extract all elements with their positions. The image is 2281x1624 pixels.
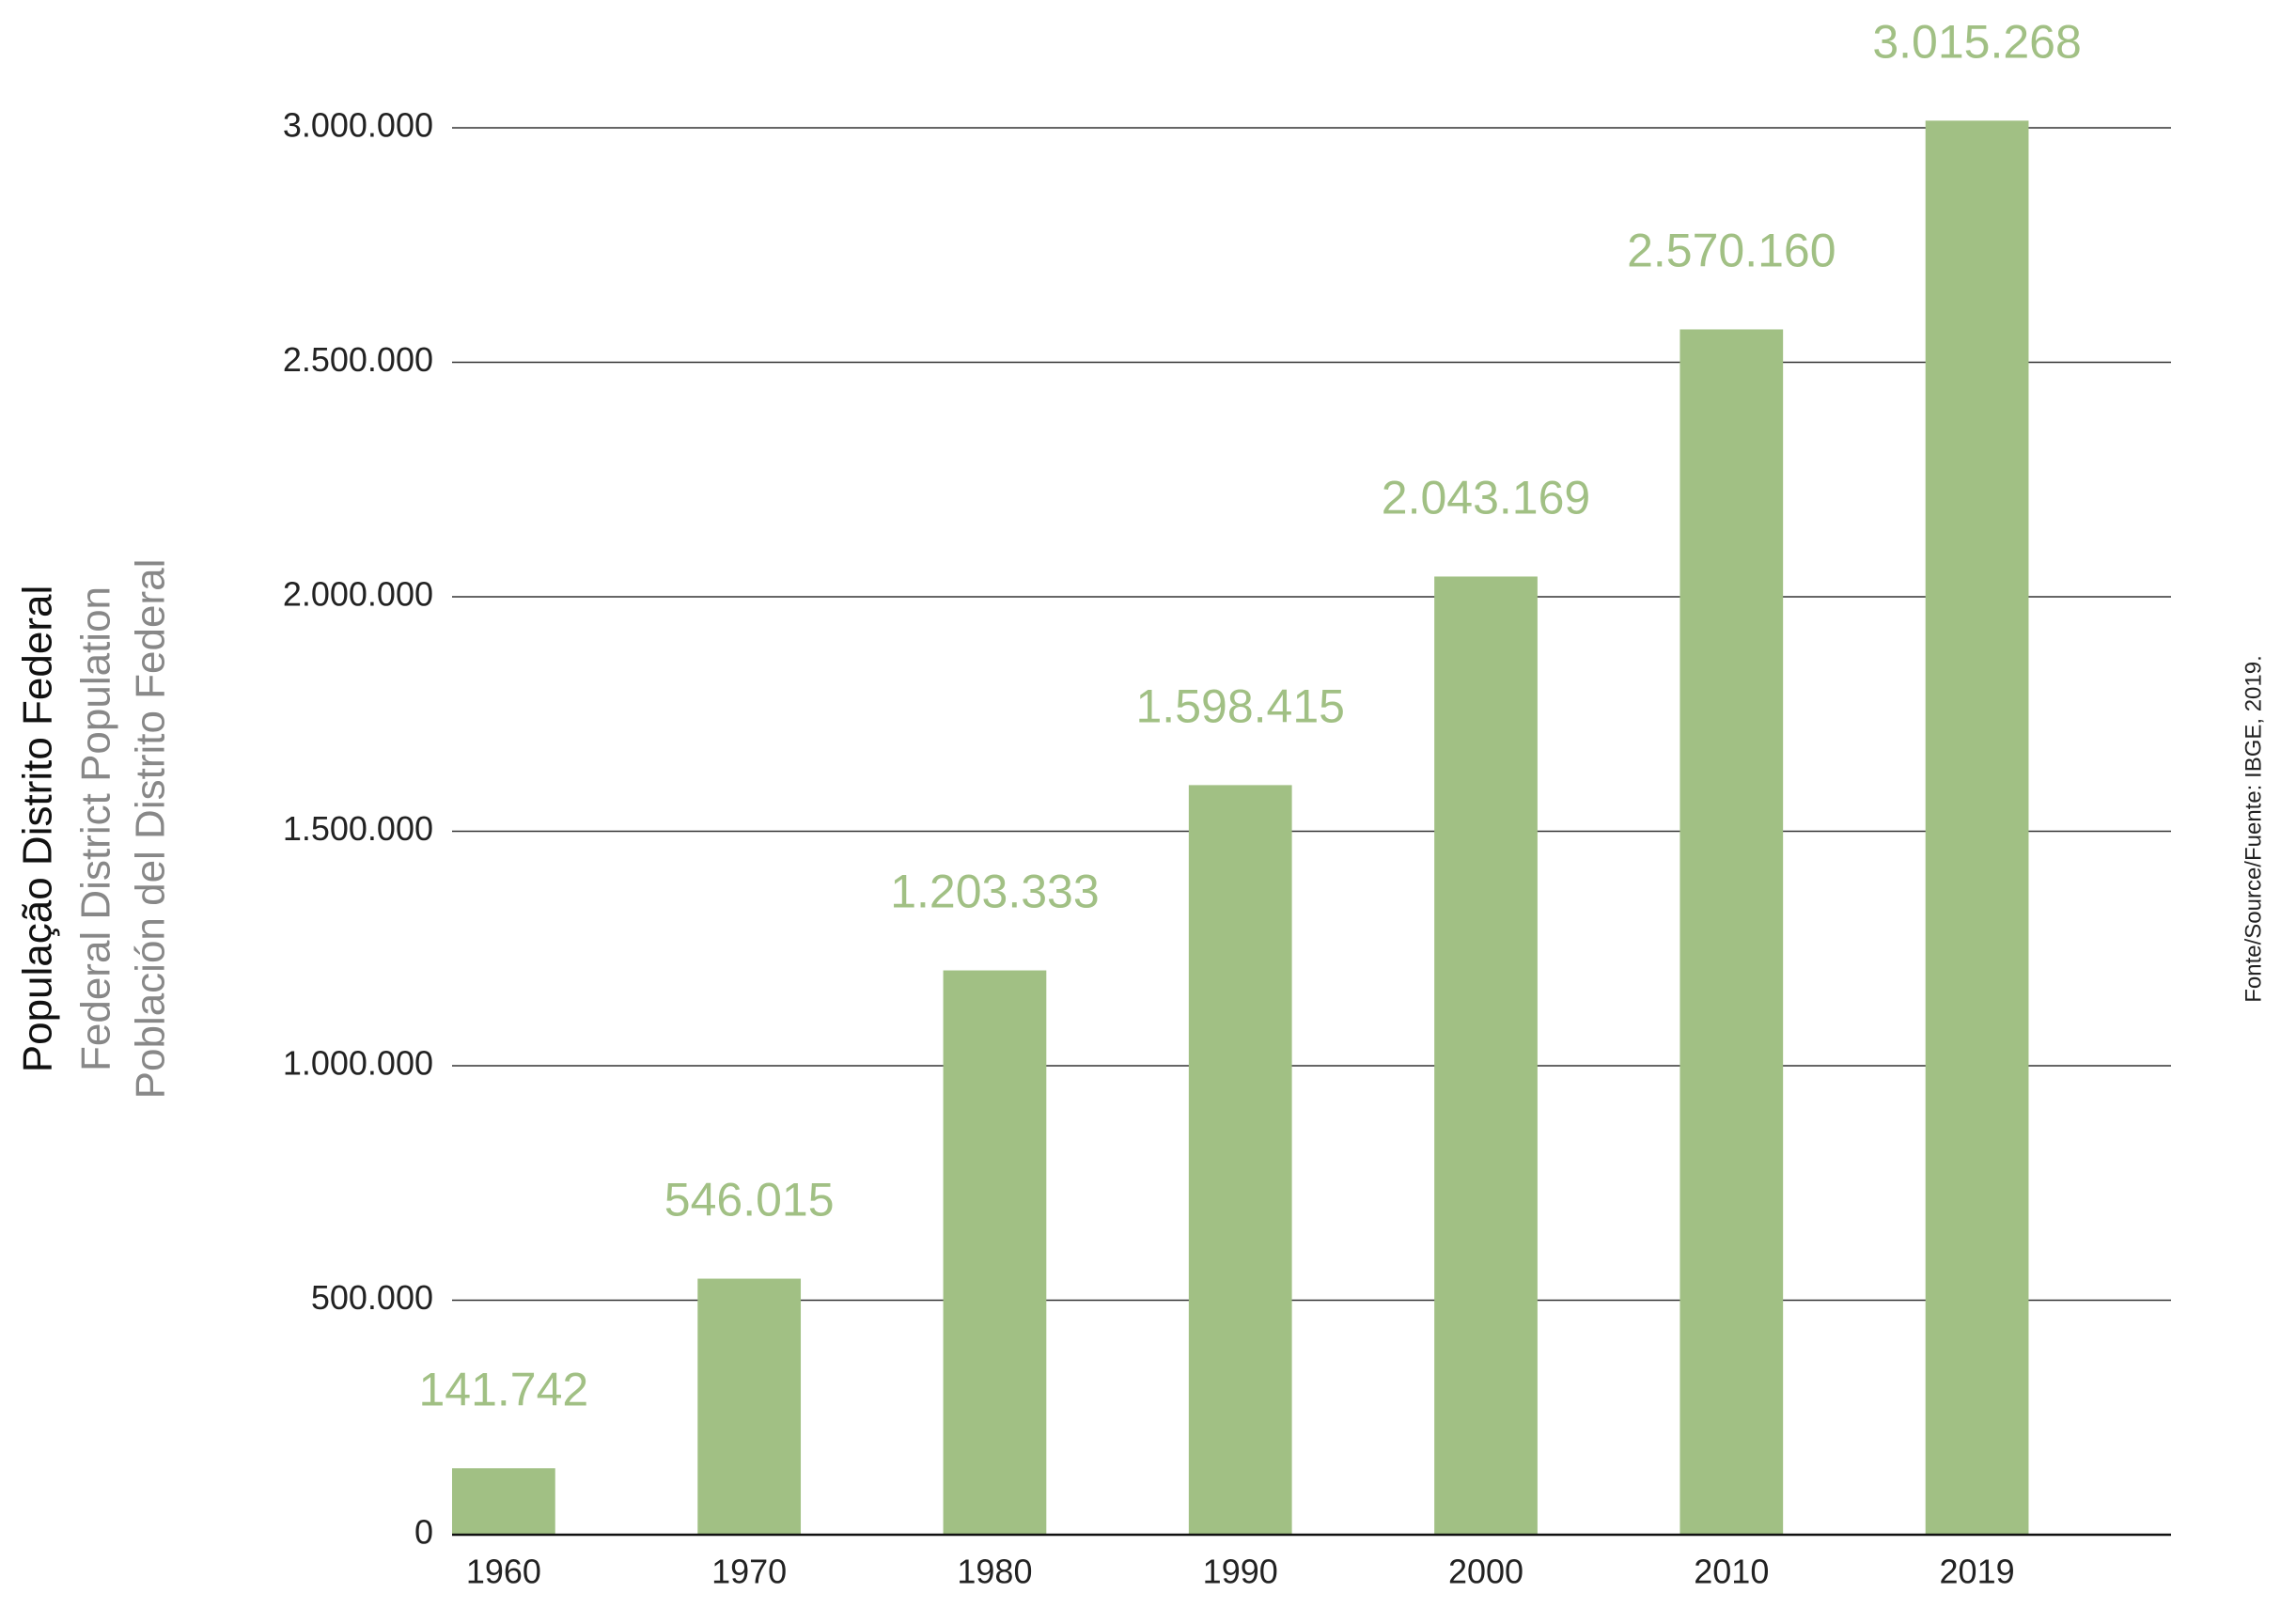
axis-title: Federal District Population [73, 586, 119, 1071]
x-tick-label: 1960 [466, 1553, 541, 1591]
axis-title-group: População Distrito Federal Federal Distr… [15, 559, 174, 1100]
x-tick-label: 1990 [1203, 1553, 1278, 1591]
y-tick-label: 1.500.000 [283, 809, 433, 848]
bar [1188, 785, 1292, 1535]
bar [1680, 329, 1784, 1535]
x-tick-label: 2000 [1448, 1553, 1523, 1591]
y-tick-label: 3.000.000 [283, 106, 433, 145]
bar [452, 1468, 555, 1535]
bar [1434, 576, 1538, 1535]
y-tick-label: 1.000.000 [283, 1044, 433, 1083]
y-tick-label: 500.000 [311, 1278, 433, 1317]
x-tick-label: 2010 [1694, 1553, 1769, 1591]
value-label: 546.015 [664, 1174, 835, 1226]
value-label: 1.203.333 [890, 866, 1099, 918]
axis-title: Población del Distrito Federal [128, 559, 174, 1100]
x-tick-label: 1980 [957, 1553, 1032, 1591]
value-label: 2.043.169 [1382, 472, 1590, 524]
value-label: 1.598.415 [1136, 680, 1345, 733]
bar [1925, 120, 2029, 1536]
y-tick-label: 2.000.000 [283, 575, 433, 614]
y-tick-label: 2.500.000 [283, 340, 433, 379]
bar [697, 1278, 802, 1535]
axis-title: População Distrito Federal [15, 586, 61, 1072]
source-note: Fonte/Source/Fuente: IBGE, 2019. [2241, 655, 2266, 1003]
value-label: 141.742 [418, 1363, 588, 1415]
bar [943, 970, 1047, 1535]
y-tick-label: 0 [414, 1513, 433, 1552]
x-tick-label: 1970 [711, 1553, 787, 1591]
value-label: 2.570.160 [1627, 225, 1836, 277]
x-tick-label: 2019 [1940, 1553, 2015, 1591]
value-label: 3.015.268 [1872, 16, 2081, 69]
